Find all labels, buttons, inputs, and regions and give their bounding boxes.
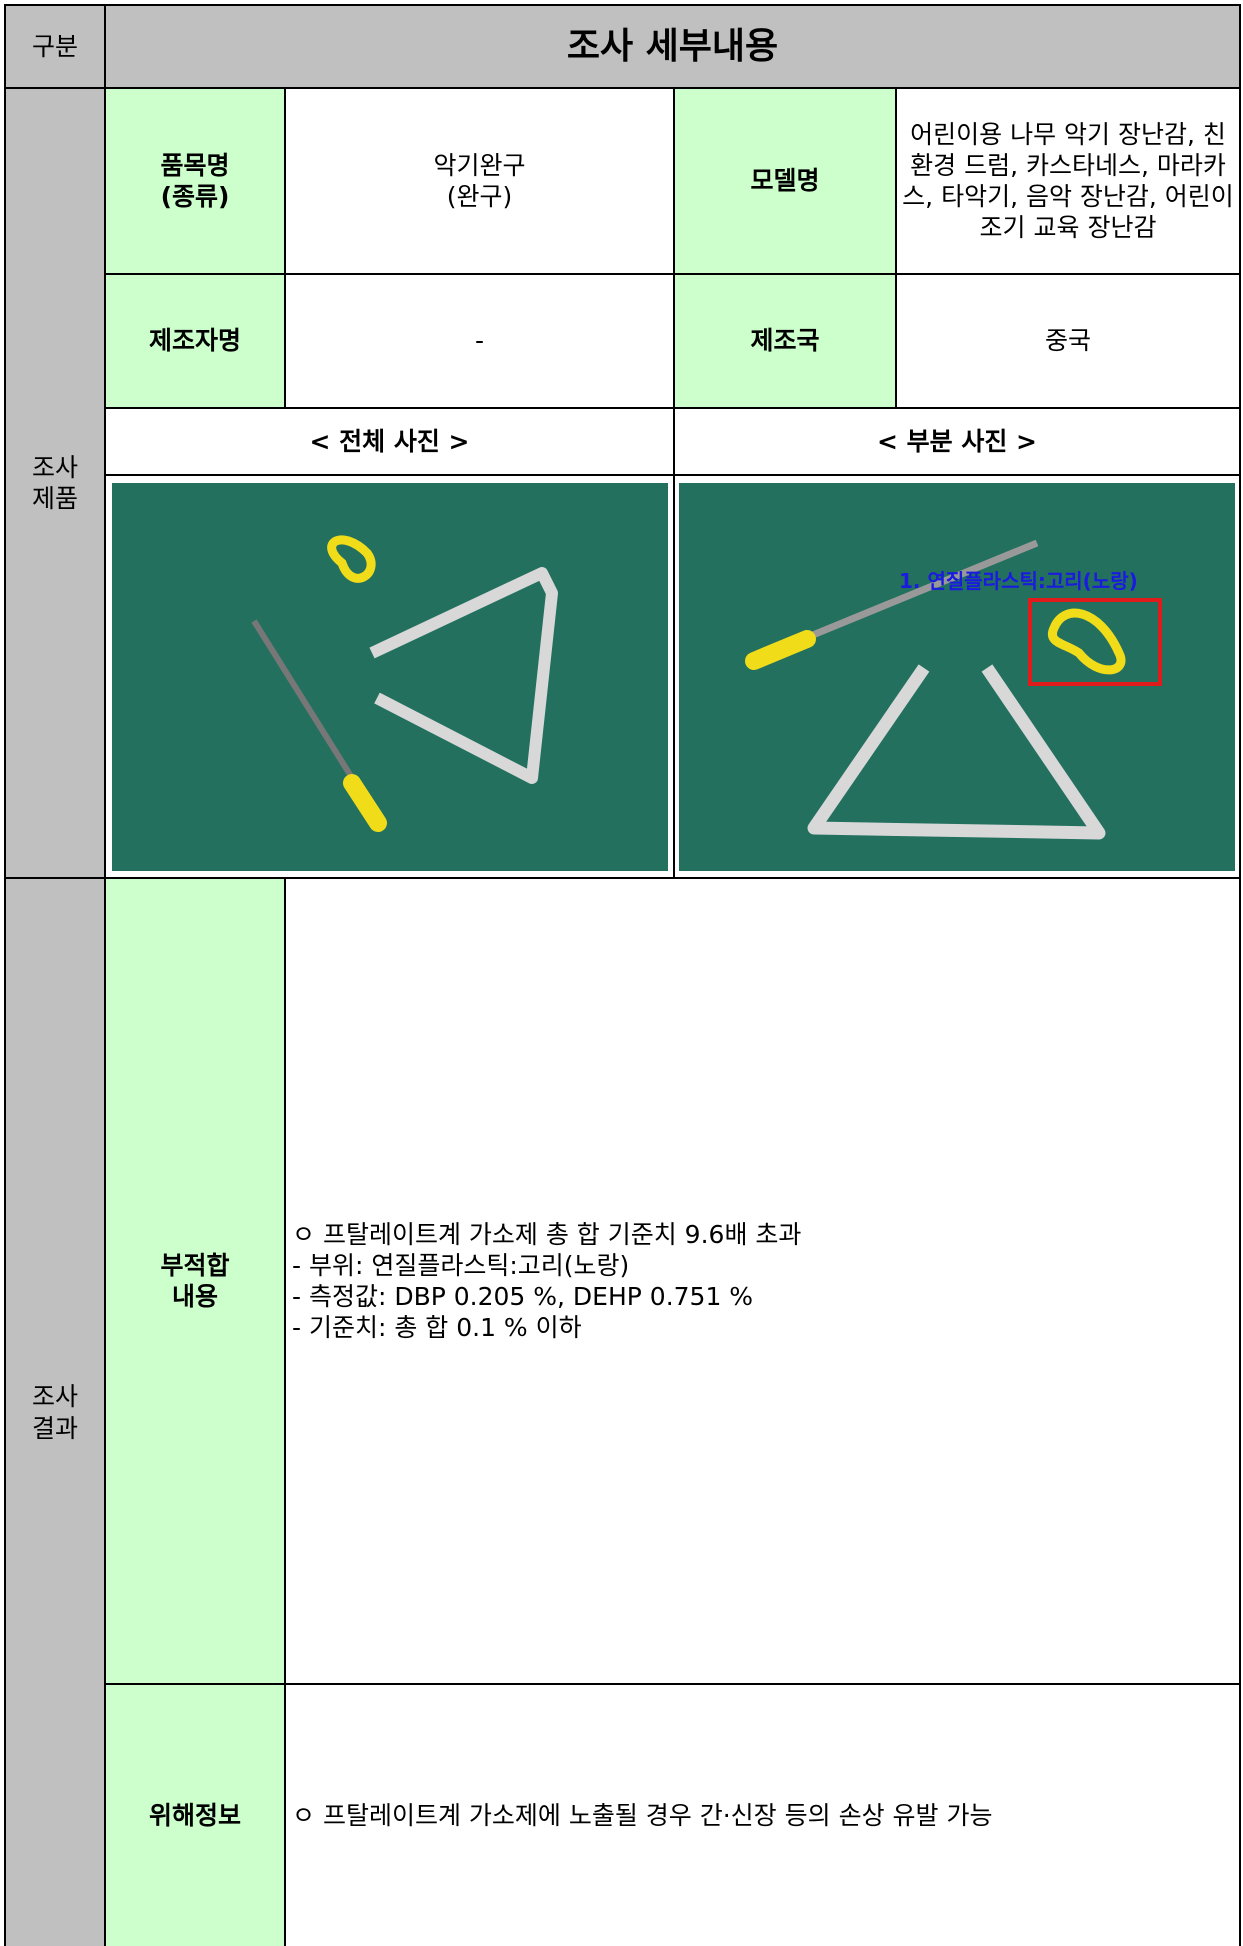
- text: 제조국: [750, 326, 820, 356]
- photo-label: < 부분 사진 >: [673, 407, 1241, 476]
- header-section: 구분: [4, 4, 106, 89]
- text: 위해정보: [148, 1800, 241, 1830]
- text: ㅇ 프탈레이트계 가소제 총 합 기준치 9.6배 초과: [292, 1219, 802, 1249]
- value-cell: 어린이용 나무 악기 장난감, 친환경 드럼, 카스타네스, 마라카스, 타악기…: [895, 87, 1241, 275]
- text: 부적합: [160, 1250, 230, 1280]
- text: 조사: [31, 452, 78, 482]
- text: - 기준치: 총 합 0.1 % 이하: [292, 1313, 582, 1343]
- value-cell: 악기완구 (완구): [284, 87, 675, 275]
- label-cell: 품목명 (종류): [104, 87, 286, 275]
- value-cell: -: [284, 273, 675, 409]
- label-cell: 위해정보: [104, 1683, 286, 1946]
- text: 구분: [31, 31, 78, 61]
- text: < 부분 사진 >: [876, 426, 1037, 456]
- text: 어린이용 나무 악기 장난감, 친환경 드럼, 카스타네스, 마라카스, 타악기…: [902, 119, 1234, 243]
- text: 내용: [171, 1282, 218, 1311]
- photo-label: < 전체 사진 >: [104, 407, 675, 476]
- text: - 측정값: DBP 0.205 %, DEHP 0.751 %: [292, 1282, 754, 1311]
- photo-cell: 1. 연질플라스틱:고리(노랑): [673, 474, 1241, 879]
- photo-part: 1. 연질플라스틱:고리(노랑): [679, 482, 1235, 871]
- value-cell: 중국: [895, 273, 1241, 409]
- photo-annotation: 1. 연질플라스틱:고리(노랑): [899, 569, 1138, 593]
- text: 조사: [31, 1382, 78, 1412]
- text: 모델명: [750, 166, 820, 196]
- product-section: 조사 제품: [4, 87, 106, 879]
- text: -: [474, 326, 485, 356]
- text: - 부위: 연질플라스틱:고리(노랑): [292, 1250, 630, 1280]
- content-cell: ㅇ 프탈레이트계 가소제 총 합 기준치 9.6배 초과 - 부위: 연질플라스…: [284, 877, 1241, 1685]
- text: 제품: [31, 484, 78, 513]
- text: (완구): [446, 182, 513, 211]
- header-title: 조사 세부내용: [104, 4, 1241, 89]
- text: 제조자명: [148, 326, 241, 356]
- photo-cell: [104, 474, 675, 879]
- label-cell: 제조자명: [104, 273, 286, 409]
- text: 악기완구: [433, 150, 526, 180]
- text: ㅇ 프탈레이트계 가소제에 노출될 경우 간·신장 등의 손상 유발 가능: [292, 1800, 993, 1830]
- text: 품목명: [160, 150, 230, 180]
- label-cell: 제조국: [673, 273, 897, 409]
- photo-full: [111, 482, 668, 871]
- text: 결과: [31, 1413, 78, 1443]
- result-section: 조사 결과: [4, 877, 106, 1946]
- label-cell: 모델명: [673, 87, 897, 275]
- label-cell: 부적합 내용: [104, 877, 286, 1685]
- text: 조사 세부내용: [566, 26, 779, 67]
- text: (종류): [160, 182, 230, 211]
- content-cell: ㅇ 프탈레이트계 가소제에 노출될 경우 간·신장 등의 손상 유발 가능: [284, 1683, 1241, 1946]
- text: 중국: [1044, 326, 1091, 356]
- text: < 전체 사진 >: [309, 426, 470, 456]
